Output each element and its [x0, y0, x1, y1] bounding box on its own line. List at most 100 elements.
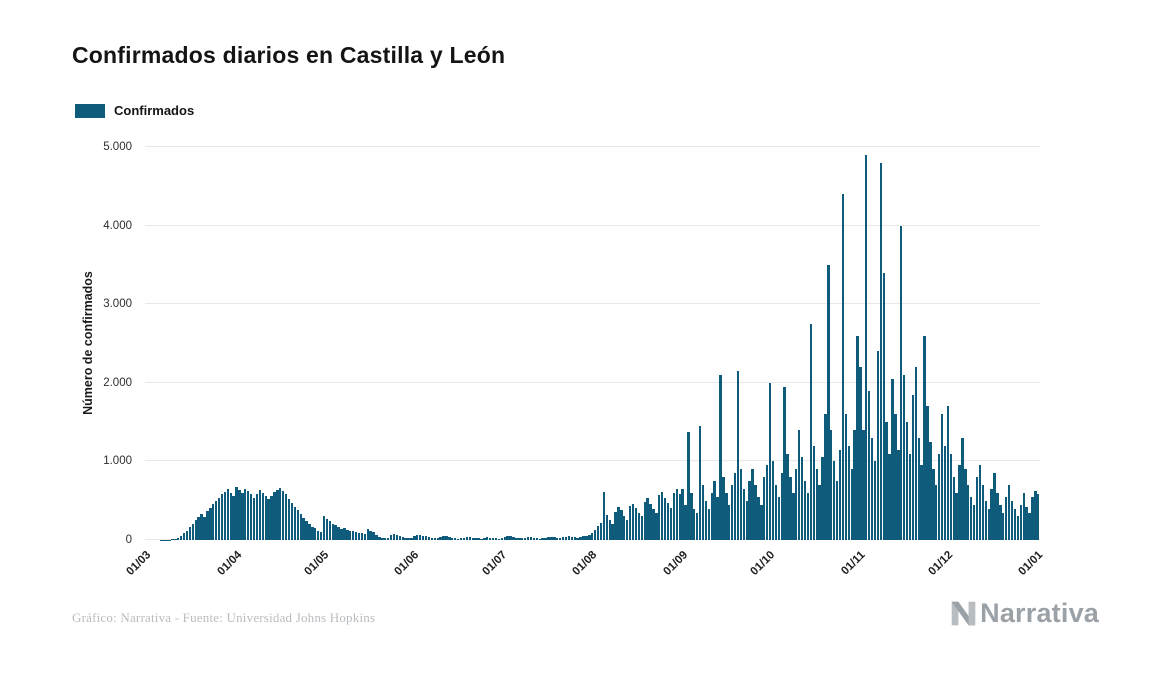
bar — [413, 536, 416, 540]
bar — [736, 371, 740, 540]
bar — [865, 154, 868, 540]
bar — [346, 529, 349, 540]
bar — [730, 484, 734, 540]
bar — [311, 526, 314, 540]
bar — [725, 492, 728, 540]
bar — [264, 495, 267, 540]
bar — [404, 537, 407, 540]
y-tick-label: 1.000 — [103, 455, 132, 468]
bar — [783, 386, 786, 540]
bar — [806, 492, 810, 540]
bar — [538, 538, 541, 540]
bar — [523, 537, 527, 540]
bar — [421, 535, 425, 540]
bar — [733, 473, 737, 540]
bar — [489, 537, 492, 540]
bar — [620, 510, 623, 540]
bar — [894, 414, 897, 540]
bar — [503, 536, 506, 540]
bar — [255, 493, 259, 540]
bar — [535, 538, 539, 540]
bar — [713, 481, 716, 540]
bar — [640, 516, 643, 540]
bar — [553, 537, 556, 540]
bar — [932, 469, 935, 540]
bar — [232, 495, 235, 540]
bar — [372, 532, 375, 540]
bar — [529, 537, 533, 540]
bar — [576, 537, 579, 540]
bar — [946, 406, 950, 540]
narrativa-logo-icon — [950, 600, 977, 627]
bar — [556, 537, 559, 540]
bar — [197, 517, 200, 540]
bar — [815, 469, 818, 540]
bar — [363, 533, 367, 540]
bar — [331, 523, 334, 540]
bar — [841, 194, 845, 540]
bar — [792, 492, 795, 540]
x-tick-label: 01/07 — [480, 549, 510, 578]
bar — [900, 225, 903, 540]
bar — [433, 538, 436, 540]
bar — [436, 538, 439, 540]
bar — [800, 457, 804, 540]
bar — [392, 533, 396, 540]
bar — [681, 488, 684, 540]
bar — [340, 528, 343, 540]
bar — [226, 488, 229, 540]
bar — [719, 374, 722, 540]
bar — [722, 477, 725, 540]
bar — [419, 534, 422, 540]
bar — [293, 507, 297, 540]
bar — [710, 492, 713, 540]
bar — [179, 535, 183, 540]
bar — [439, 536, 442, 540]
x-tick-label: 01/01 — [1016, 549, 1046, 578]
bar — [1007, 484, 1011, 540]
bar — [244, 488, 247, 540]
y-tick-label: 4.000 — [103, 219, 132, 232]
bar — [532, 537, 536, 540]
y-tick-label: 5.000 — [103, 141, 132, 153]
bar — [760, 504, 763, 540]
page-title: Confirmados diarios en Castilla y León — [72, 42, 506, 68]
bar — [687, 431, 690, 540]
bar — [366, 529, 369, 540]
bar — [1022, 492, 1025, 540]
bar — [897, 449, 900, 540]
bar — [526, 536, 530, 540]
bar — [698, 426, 702, 540]
bar — [754, 484, 757, 540]
bar — [923, 335, 926, 540]
bar — [704, 500, 708, 540]
x-tick-label: 01/10 — [748, 549, 778, 578]
bar — [1034, 491, 1037, 540]
bar — [544, 537, 547, 540]
bar — [319, 532, 323, 540]
bar — [678, 493, 681, 540]
bar — [870, 437, 874, 540]
legend-swatch-confirmados — [75, 103, 105, 118]
bar — [672, 492, 676, 540]
x-tick-label: 01/04 — [215, 549, 244, 578]
bar — [468, 537, 471, 540]
brand-logo: Narrativa — [950, 598, 1099, 629]
bar — [926, 406, 929, 540]
bar — [200, 514, 203, 540]
bar — [1010, 500, 1014, 540]
bar — [827, 264, 830, 540]
bar — [506, 536, 509, 540]
bar — [975, 477, 979, 540]
bar — [967, 484, 970, 540]
bar — [981, 484, 985, 540]
bar — [891, 378, 894, 540]
bar — [241, 492, 244, 540]
bar — [908, 453, 912, 540]
bar — [952, 477, 955, 540]
bar — [929, 441, 932, 540]
bar — [1031, 496, 1034, 540]
bar — [757, 496, 760, 540]
bar — [223, 492, 227, 540]
bar — [203, 517, 206, 540]
